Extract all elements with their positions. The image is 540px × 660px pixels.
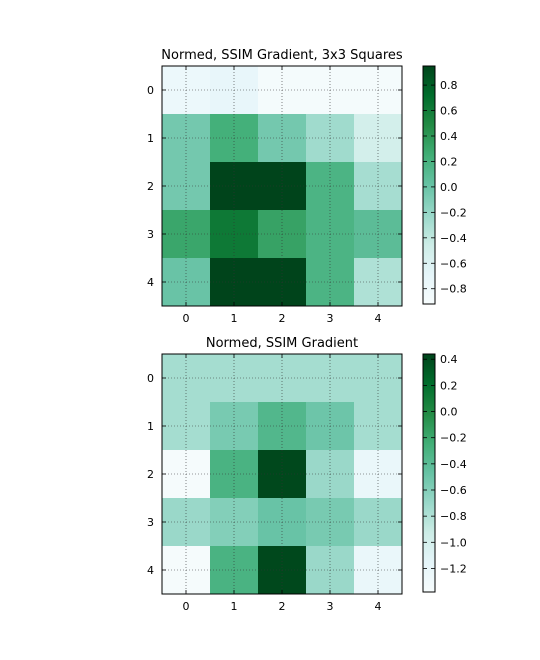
x-tick-label: 1 bbox=[231, 600, 238, 613]
colorbar bbox=[422, 353, 436, 593]
heatmap-panel-1: Normed, SSIM Gradient 0 1 2 3 4 0 1 2 3 4 0.4 0.2 0.0… bbox=[147, 336, 467, 613]
x-tick-label: 3 bbox=[327, 312, 334, 325]
colorbar-tick-label: 0.8 bbox=[440, 79, 458, 92]
colorbar-tick-label: −1.2 bbox=[440, 562, 467, 575]
colorbar-tick-label: −0.2 bbox=[440, 206, 467, 219]
y-tick-label: 3 bbox=[147, 228, 154, 241]
colorbar-tick-label: 0.4 bbox=[440, 353, 458, 366]
y-tick-label: 0 bbox=[147, 84, 154, 97]
y-tick-label: 1 bbox=[147, 132, 154, 145]
colorbar-tick-label: 0.2 bbox=[440, 155, 458, 168]
colorbar-tick-label: −0.2 bbox=[440, 432, 467, 445]
colorbar-tick-label: −1.0 bbox=[440, 536, 467, 549]
colorbar-tick-label: 0.4 bbox=[440, 130, 458, 143]
plot-frame bbox=[161, 65, 403, 307]
chart-title: Normed, SSIM Gradient bbox=[206, 336, 358, 351]
colorbar-tick-label: −0.4 bbox=[440, 458, 467, 471]
colorbar-tick-label: 0.2 bbox=[440, 379, 458, 392]
x-tick-label: 0 bbox=[183, 600, 190, 613]
y-tick-label: 4 bbox=[147, 564, 154, 577]
x-tick-label: 2 bbox=[279, 600, 286, 613]
x-tick-label: 3 bbox=[327, 600, 334, 613]
colorbar-tick-label: −0.8 bbox=[440, 510, 467, 523]
colorbar-tick-label: −0.4 bbox=[440, 232, 467, 245]
colorbar-tick-label: −0.6 bbox=[440, 484, 467, 497]
x-tick-label: 0 bbox=[183, 312, 190, 325]
x-tick-label: 4 bbox=[375, 600, 382, 613]
colorbar-tick-label: −0.8 bbox=[440, 283, 467, 296]
colorbar-tick-label: 0.0 bbox=[440, 406, 458, 419]
x-tick-label: 1 bbox=[231, 312, 238, 325]
heatmap-panel-0: Normed, SSIM Gradient, 3x3 Squares 0 1 2 3 4 0… bbox=[147, 48, 467, 325]
y-tick-label: 1 bbox=[147, 420, 154, 433]
colorbar-tick-label: 0.0 bbox=[440, 181, 458, 194]
y-tick-label: 2 bbox=[147, 180, 154, 193]
y-tick-label: 0 bbox=[147, 372, 154, 385]
x-tick-label: 4 bbox=[375, 312, 382, 325]
chart-title: Normed, SSIM Gradient, 3x3 Squares bbox=[161, 48, 403, 63]
y-tick-label: 2 bbox=[147, 468, 154, 481]
colorbar bbox=[422, 65, 436, 305]
y-tick-label: 3 bbox=[147, 516, 154, 529]
y-tick-label: 4 bbox=[147, 276, 154, 289]
colorbar-tick-label: 0.6 bbox=[440, 105, 458, 118]
plot-frame bbox=[161, 353, 403, 595]
x-tick-label: 2 bbox=[279, 312, 286, 325]
colorbar-tick-label: −0.6 bbox=[440, 257, 467, 270]
